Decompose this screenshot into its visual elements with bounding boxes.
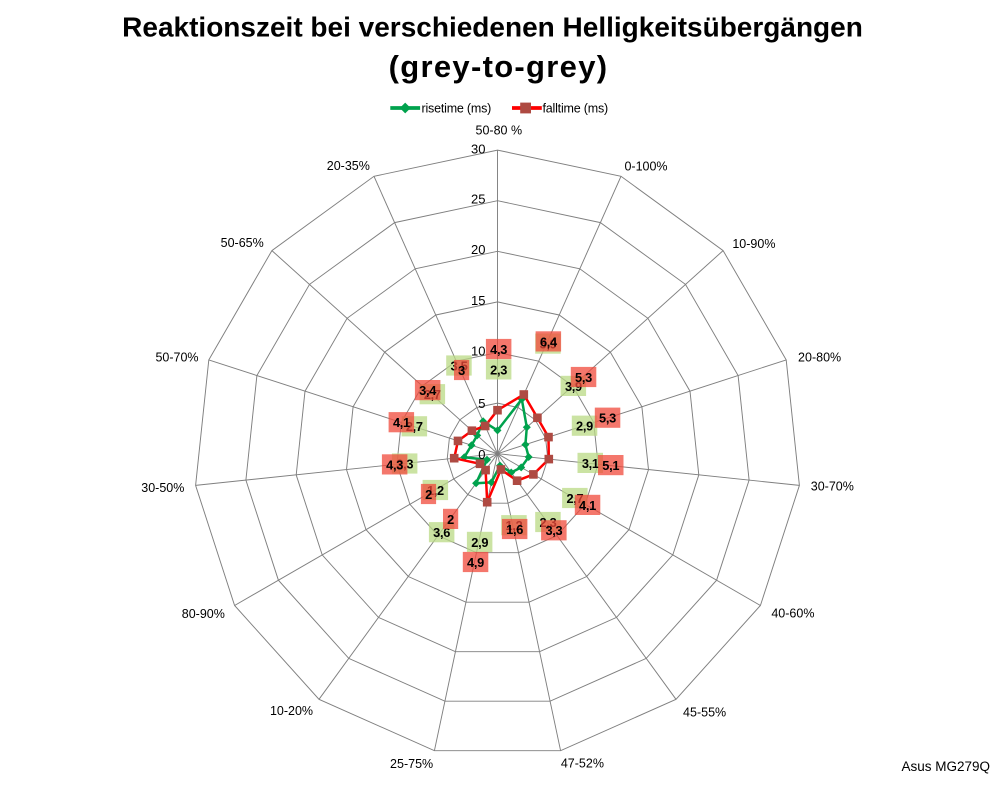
svg-text:5: 5 <box>478 396 485 411</box>
svg-text:Reaktionszeit bei verschiedene: Reaktionszeit bei verschiedenen Helligke… <box>122 12 863 43</box>
svg-text:6,4: 6,4 <box>540 334 558 349</box>
svg-text:25: 25 <box>471 192 485 207</box>
svg-text:3,1: 3,1 <box>582 456 599 471</box>
svg-text:4,3: 4,3 <box>490 342 507 357</box>
svg-text:15: 15 <box>471 293 485 308</box>
svg-text:30-50%: 30-50% <box>141 481 184 495</box>
svg-text:falltime (ms): falltime (ms) <box>543 101 608 115</box>
svg-text:3,4: 3,4 <box>419 383 437 398</box>
svg-text:0: 0 <box>478 447 485 462</box>
svg-text:30-70%: 30-70% <box>811 479 854 493</box>
svg-text:3,3: 3,3 <box>545 523 562 538</box>
svg-text:2: 2 <box>425 487 432 502</box>
svg-text:10: 10 <box>471 344 485 359</box>
svg-text:80-90%: 80-90% <box>182 607 225 621</box>
svg-text:3: 3 <box>458 363 465 378</box>
svg-text:2,9: 2,9 <box>576 419 593 434</box>
svg-text:4,1: 4,1 <box>393 415 410 430</box>
svg-text:5,3: 5,3 <box>599 411 616 426</box>
svg-text:50-80 %: 50-80 % <box>476 123 523 137</box>
svg-text:20-35%: 20-35% <box>327 159 370 173</box>
svg-text:10-20%: 10-20% <box>270 704 313 718</box>
svg-text:(grey-to-grey): (grey-to-grey) <box>389 49 609 84</box>
svg-text:0-100%: 0-100% <box>624 159 667 173</box>
svg-text:4,9: 4,9 <box>467 555 484 570</box>
svg-text:25-75%: 25-75% <box>390 757 433 771</box>
svg-text:2: 2 <box>447 512 454 527</box>
svg-text:50-70%: 50-70% <box>155 350 198 364</box>
svg-text:20-80%: 20-80% <box>798 350 841 364</box>
svg-text:45-55%: 45-55% <box>683 705 726 719</box>
svg-text:10-90%: 10-90% <box>732 237 775 251</box>
svg-text:47-52%: 47-52% <box>561 757 604 771</box>
svg-text:4,3: 4,3 <box>386 457 403 472</box>
svg-text:4,1: 4,1 <box>579 498 596 513</box>
svg-text:50-65%: 50-65% <box>221 236 264 250</box>
svg-text:1,6: 1,6 <box>506 522 523 537</box>
svg-text:Asus MG279Q: Asus MG279Q <box>901 759 990 774</box>
svg-text:2,3: 2,3 <box>490 362 507 377</box>
svg-text:2,9: 2,9 <box>471 535 488 550</box>
svg-text:5,3: 5,3 <box>575 370 592 385</box>
svg-text:40-60%: 40-60% <box>771 607 814 621</box>
svg-text:30: 30 <box>471 142 485 157</box>
svg-text:risetime (ms): risetime (ms) <box>422 101 492 115</box>
svg-text:5,1: 5,1 <box>602 458 619 473</box>
svg-text:20: 20 <box>471 242 485 257</box>
